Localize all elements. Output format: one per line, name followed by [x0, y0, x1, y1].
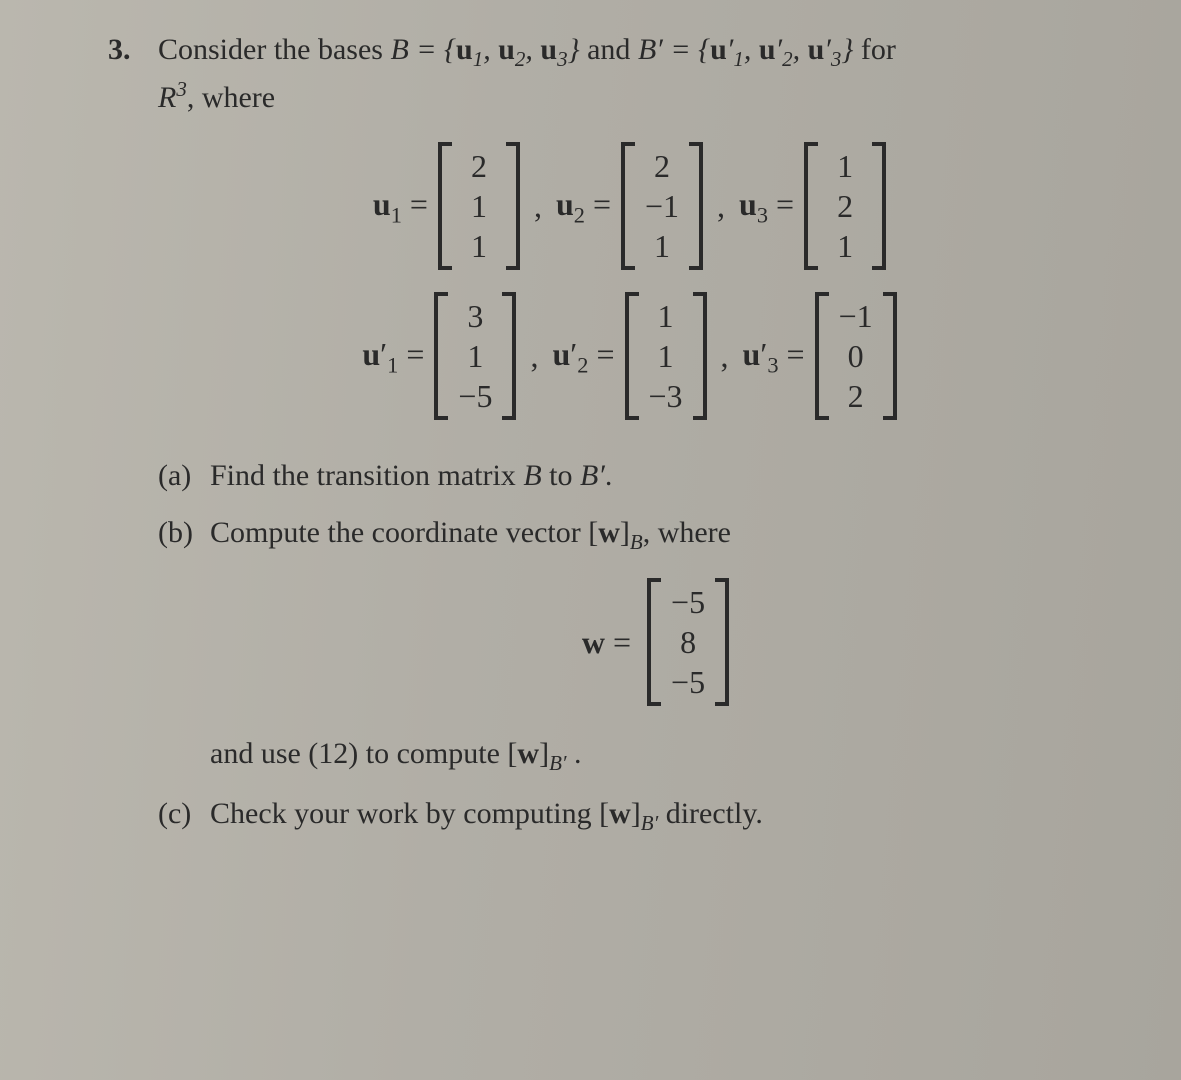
- vector-u2p: u′2 =11−3: [552, 292, 706, 420]
- w-matrix: −58−5: [647, 578, 729, 706]
- parts: (a) Find the transition matrix B to B′. …: [158, 454, 1101, 839]
- w-equation: w = −58−5: [210, 578, 1101, 706]
- vector-u2: u2 =2−11: [556, 142, 703, 270]
- intro-and: and: [587, 33, 638, 66]
- vector-u3: u3 =121: [739, 142, 886, 270]
- basis-Bprime: B′ = {u′1, u′2, u′3}: [638, 33, 861, 66]
- vector-u1: u1 =211: [373, 142, 520, 270]
- intro-pre: Consider the bases: [158, 33, 390, 66]
- part-b-label: (b): [158, 511, 210, 778]
- vectors-B-row: u1 =211, u2 =2−11, u3 =121: [158, 142, 1101, 270]
- matrix-entry: 1: [828, 226, 862, 266]
- intro-for: for: [861, 33, 896, 66]
- matrix-entry: 1: [649, 336, 683, 376]
- part-c-label: (c): [158, 792, 210, 838]
- matrix-entry: 2: [839, 376, 873, 416]
- matrix-entry: −1: [645, 186, 679, 226]
- matrix-entry: 1: [462, 186, 496, 226]
- part-b-tail: and use (12) to compute [w]B′ .: [210, 732, 1101, 778]
- matrix-entry: −5: [671, 662, 705, 702]
- part-c: (c) Check your work by computing [w]B′ d…: [158, 792, 1101, 838]
- problem-intro: Consider the bases B = {u1, u2, u3} and …: [158, 28, 1101, 120]
- matrix-entry: 8: [671, 622, 705, 662]
- vector-u1p: u′1 =31−5: [362, 292, 516, 420]
- matrix-entry: 3: [458, 296, 492, 336]
- vector-u3p: u′3 =−102: [743, 292, 897, 420]
- where: , where: [187, 81, 275, 114]
- matrix-entry: 1: [645, 226, 679, 266]
- matrix-entry: −5: [458, 376, 492, 416]
- part-a-label: (a): [158, 454, 210, 498]
- matrix-entry: 0: [839, 336, 873, 376]
- matrix-entry: 1: [828, 146, 862, 186]
- matrix-entry: 1: [462, 226, 496, 266]
- separator: ,: [717, 183, 725, 229]
- part-b-body: Compute the coordinate vector [w]B, wher…: [210, 511, 1101, 778]
- problem-number: 3.: [108, 28, 131, 72]
- matrix-entry: 1: [649, 296, 683, 336]
- matrix-entry: 2: [828, 186, 862, 226]
- page: 3. Consider the bases B = {u1, u2, u3} a…: [0, 0, 1181, 1080]
- matrix-entry: −3: [649, 376, 683, 416]
- matrix-entry: −1: [839, 296, 873, 336]
- separator: ,: [534, 183, 542, 229]
- part-b: (b) Compute the coordinate vector [w]B, …: [158, 511, 1101, 778]
- separator: ,: [530, 333, 538, 379]
- part-a-body: Find the transition matrix B to B′.: [210, 454, 1101, 498]
- basis-B: B = {u1, u2, u3}: [390, 33, 587, 66]
- vectors-Bprime-row: u′1 =31−5, u′2 =11−3, u′3 =−102: [158, 292, 1101, 420]
- matrix-entry: 2: [645, 146, 679, 186]
- part-c-body: Check your work by computing [w]B′ direc…: [210, 792, 1101, 838]
- separator: ,: [721, 333, 729, 379]
- matrix-entry: −5: [671, 582, 705, 622]
- space-R3: R3: [158, 81, 187, 114]
- part-a: (a) Find the transition matrix B to B′.: [158, 454, 1101, 498]
- matrix-entry: 1: [458, 336, 492, 376]
- matrix-entry: 2: [462, 146, 496, 186]
